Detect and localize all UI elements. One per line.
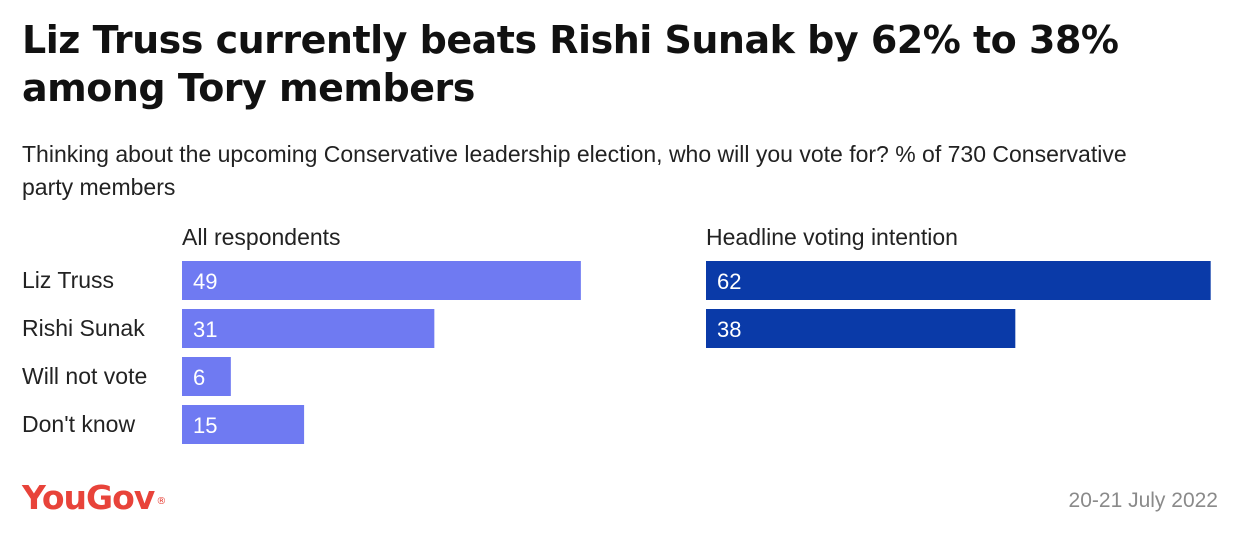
data-label-all-rishi-sunak: 31 [193,317,217,342]
bar-all-will-not-vote [182,357,231,396]
data-label-all-don-t-know: 15 [193,413,217,438]
category-label-will-not-vote: Will not vote [22,363,148,389]
bar-headline-rishi-sunak [706,309,1016,348]
bar-headline-liz-truss [706,261,1211,300]
category-label-dont-know: Don't know [22,411,136,437]
yougov-logo: YouGov ® [22,478,167,518]
category-label-rishi-sunak: Rishi Sunak [22,315,145,341]
chart-subtitle: Thinking about the upcoming Conservative… [22,141,1127,200]
panel-title-headline-voting-intention: Headline voting intention [706,224,958,250]
data-label-all-liz-truss: 49 [193,269,217,294]
logo-text: YouGov [22,478,155,517]
panel-title-all-respondents: All respondents [182,224,341,250]
survey-date: 20-21 July 2022 [1068,489,1218,512]
data-label-all-will-not-vote: 6 [193,365,205,390]
bar-all-liz-truss [182,261,581,300]
bar-all-rishi-sunak [182,309,435,348]
chart-title: Liz Truss currently beats Rishi Sunak by… [22,18,1119,110]
bar-all-don-t-know [182,405,305,444]
data-label-headline-rishi-sunak: 38 [717,317,741,342]
registered-mark: ® [156,496,167,507]
data-label-headline-liz-truss: 62 [717,269,741,294]
category-label-liz-truss: Liz Truss [22,267,115,293]
